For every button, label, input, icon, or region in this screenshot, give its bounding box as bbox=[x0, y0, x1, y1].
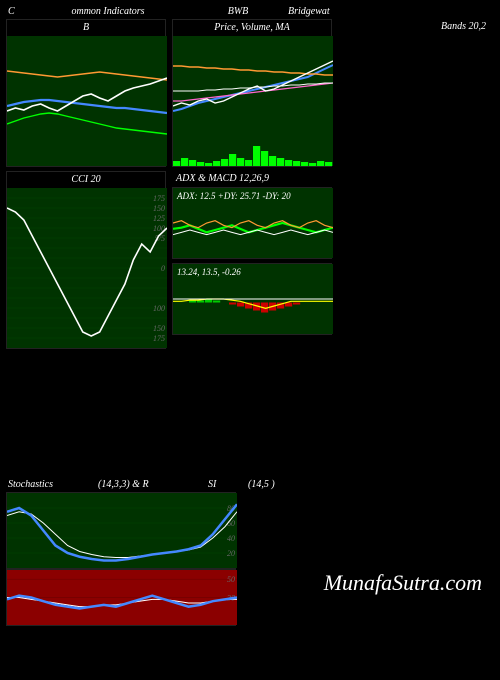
cci-panel: CCI 20 1751501251005/50100150175 bbox=[6, 171, 166, 349]
bbands-right-title: Bands 20,2 bbox=[338, 19, 494, 167]
stoch-h1: Stochastics bbox=[8, 479, 98, 490]
adx-chart: ADX: 12.5 +DY: 25.71 -DY: 20 bbox=[173, 188, 333, 258]
svg-text:175: 175 bbox=[153, 334, 165, 343]
svg-text:150: 150 bbox=[153, 204, 165, 213]
bbands-chart bbox=[7, 36, 167, 166]
svg-text:0: 0 bbox=[161, 264, 165, 273]
adxmacd-panel: ADX & MACD 12,26,9 ADX: 12.5 +DY: 25.71 … bbox=[172, 171, 332, 349]
stoch-h3: SI bbox=[208, 479, 248, 490]
stoch-header: Stochastics (14,3,3) & R SI (14,5 ) bbox=[6, 479, 494, 492]
svg-text:ADX: 12.5 +DY: 25.71 -DY: 20: ADX: 12.5 +DY: 25.71 -DY: 20 bbox=[176, 191, 291, 201]
svg-text:125: 125 bbox=[153, 214, 165, 223]
svg-text:100: 100 bbox=[153, 304, 165, 313]
pricema-panel: Price, Volume, MA bbox=[172, 19, 332, 167]
stoch-section: Stochastics (14,3,3) & R SI (14,5 ) 8060… bbox=[0, 479, 500, 626]
header-sym: BWB bbox=[188, 6, 288, 17]
cci-chart: 1751501251005/50100150175 bbox=[7, 188, 167, 348]
svg-text:150: 150 bbox=[153, 324, 165, 333]
cci-title: CCI 20 bbox=[71, 174, 100, 185]
macd-chart: 13.24, 13.5, -0.26 bbox=[173, 264, 333, 334]
bbands-panel: B bbox=[6, 19, 166, 167]
svg-text:175: 175 bbox=[153, 194, 165, 203]
header-c: C bbox=[8, 6, 28, 17]
svg-text:60: 60 bbox=[227, 519, 235, 528]
watermark: MunafaSutra.com bbox=[324, 570, 482, 596]
stoch-h4: (14,5 ) bbox=[248, 479, 492, 490]
pricema-title: Price, Volume, MA bbox=[214, 22, 290, 33]
header-ind: ommon Indicators bbox=[28, 6, 188, 17]
svg-text:50: 50 bbox=[227, 575, 235, 584]
stoch-bot-chart: 5030 bbox=[7, 570, 237, 625]
stoch-h2: (14,3,3) & R bbox=[98, 479, 208, 490]
bbands-title: B bbox=[83, 22, 89, 33]
header-row: C ommon Indicators BWB Bridgewat bbox=[0, 0, 500, 19]
header-name: Bridgewat bbox=[288, 6, 360, 17]
svg-text:20: 20 bbox=[227, 549, 235, 558]
mid-row: CCI 20 1751501251005/50100150175 ADX & M… bbox=[0, 167, 500, 349]
top-row: B Price, Volume, MA Bands 20,2 bbox=[0, 19, 500, 167]
pricema-chart bbox=[173, 36, 333, 166]
stoch-top-chart: 80604020 bbox=[7, 493, 237, 568]
svg-text:13.24, 13.5, -0.26: 13.24, 13.5, -0.26 bbox=[177, 267, 241, 277]
svg-text:40: 40 bbox=[227, 534, 235, 543]
adxmacd-title: ADX & MACD 12,26,9 bbox=[176, 173, 269, 184]
